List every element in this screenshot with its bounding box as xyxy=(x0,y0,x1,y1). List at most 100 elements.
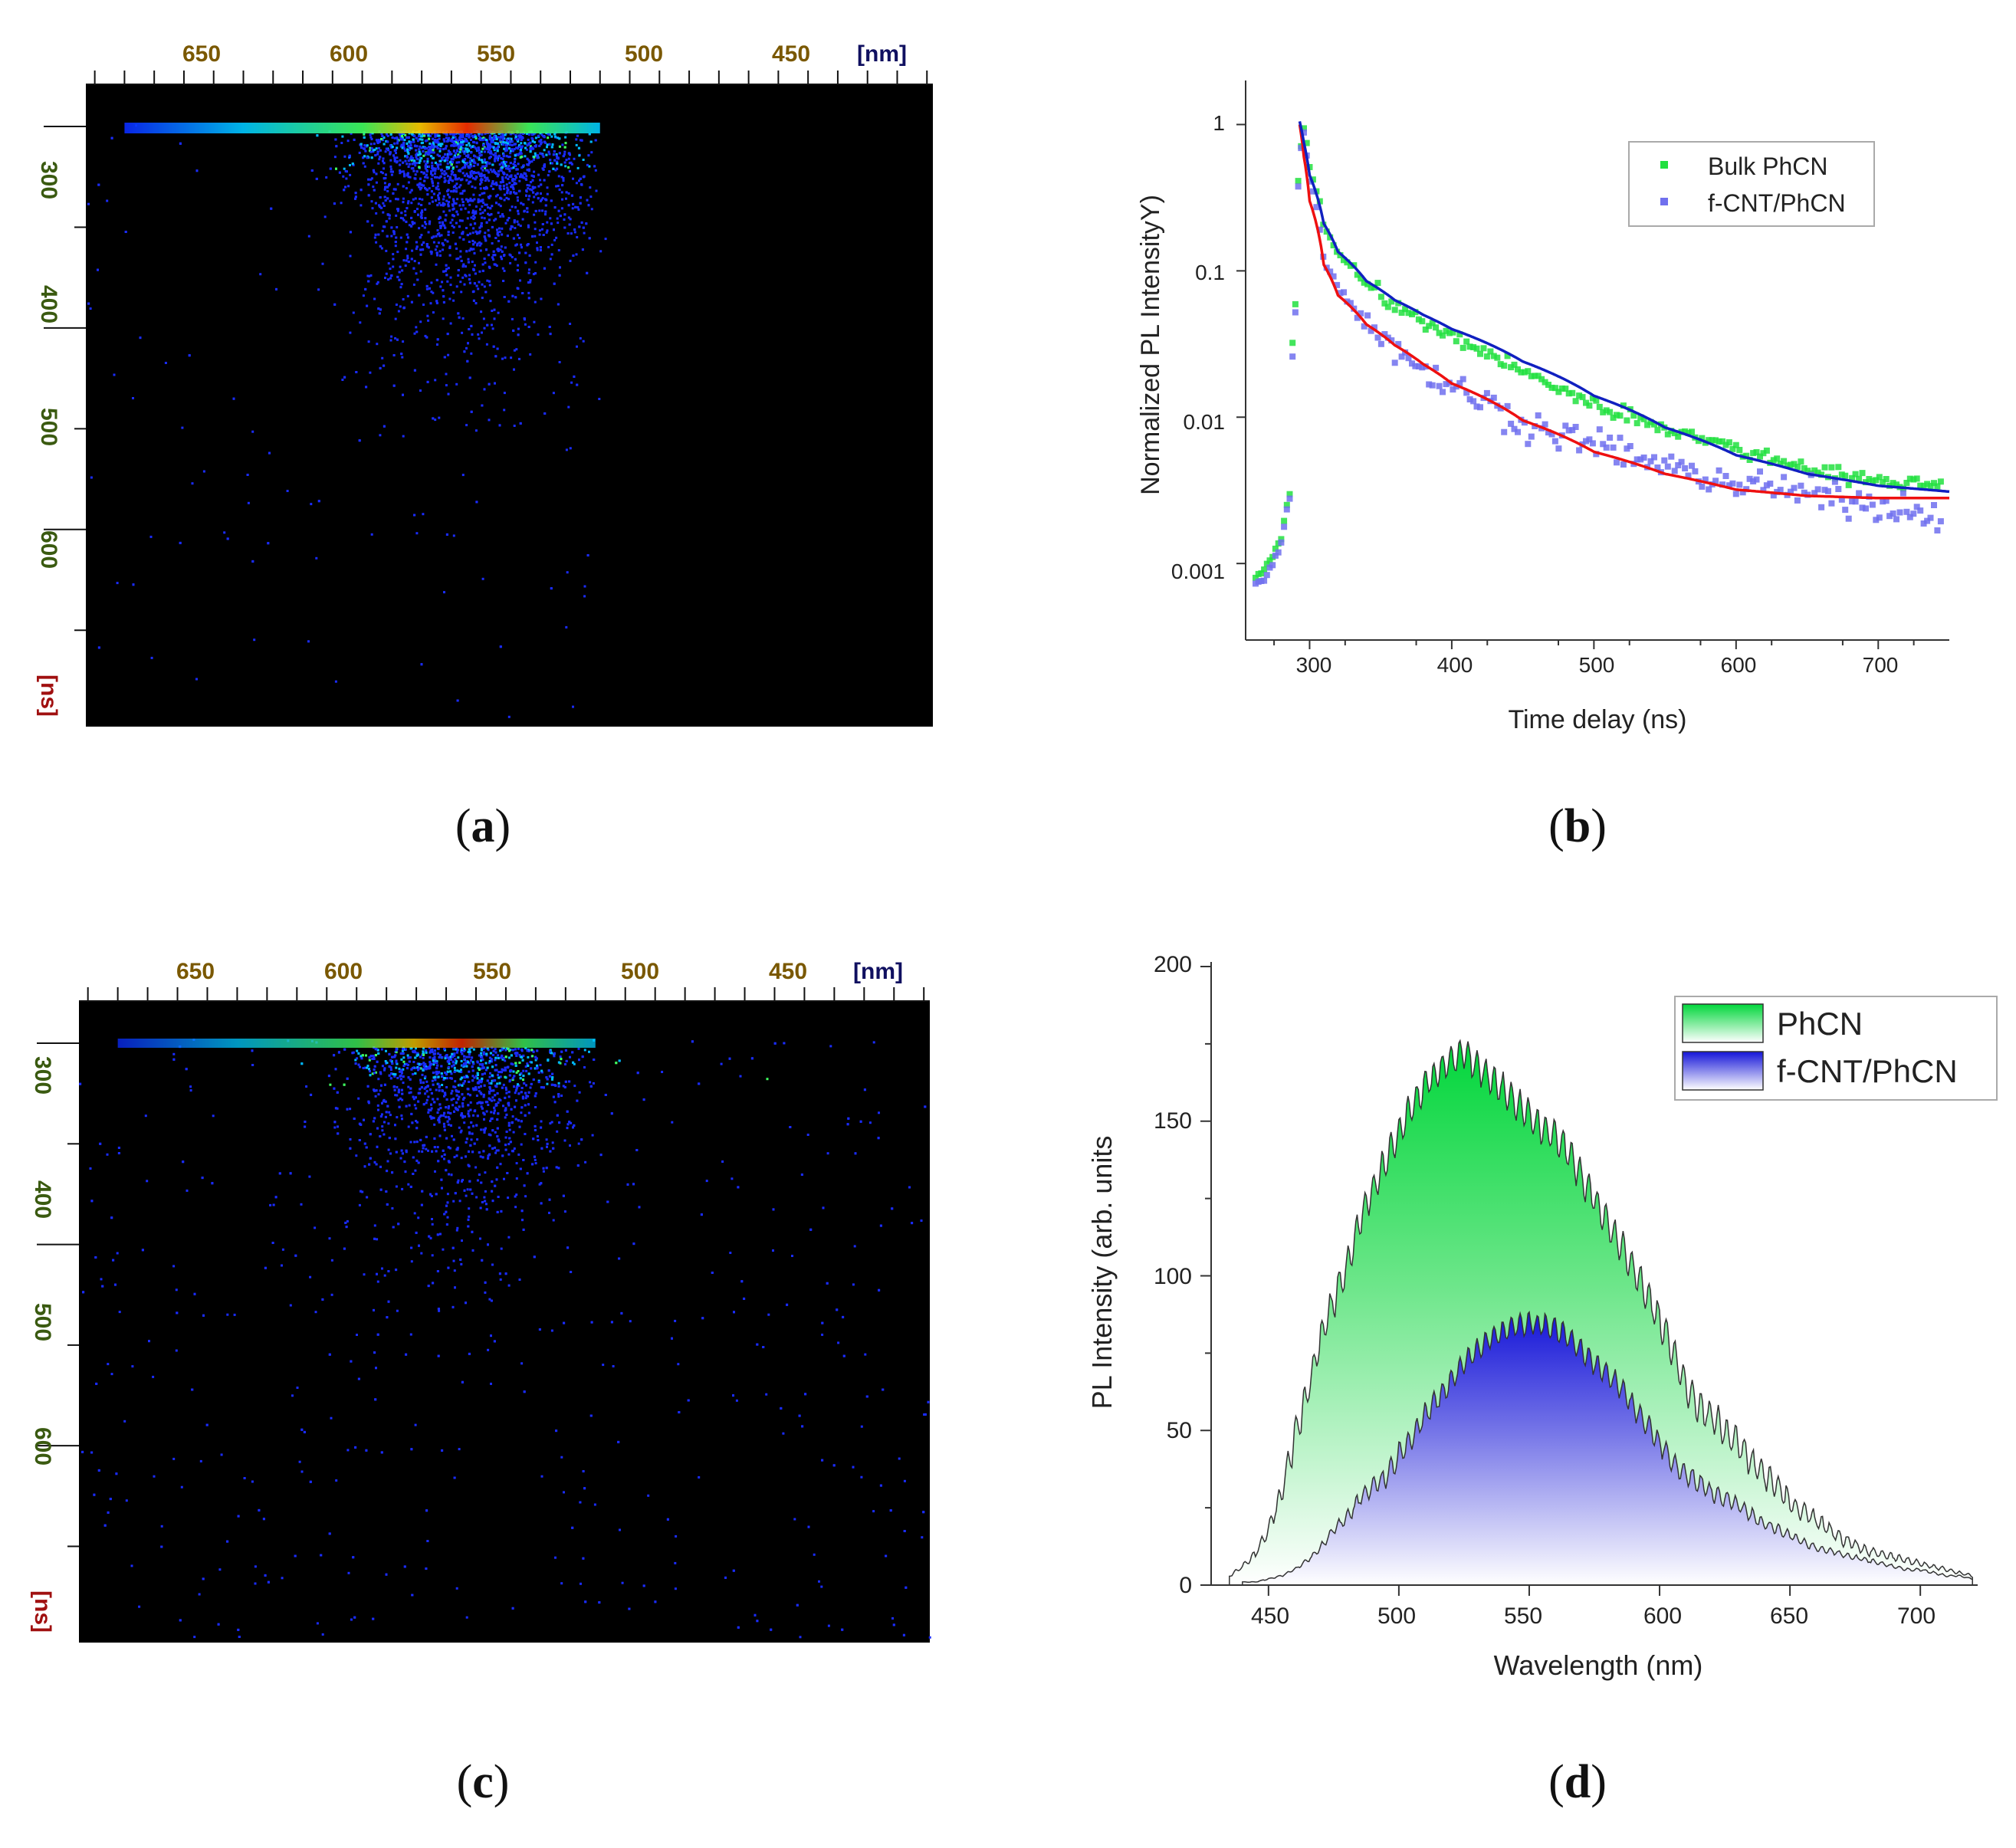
photon-count-dot xyxy=(422,248,425,251)
photon-count-dot xyxy=(400,1072,403,1075)
photon-count-dot xyxy=(223,531,226,534)
photon-count-dot xyxy=(396,146,399,149)
photon-count-dot xyxy=(406,1054,409,1057)
photon-count-dot xyxy=(422,241,425,244)
photon-count-dot xyxy=(459,134,462,136)
photon-count-dot xyxy=(464,164,467,167)
photon-count-dot xyxy=(524,177,527,180)
photon-count-dot xyxy=(563,153,566,156)
photon-count-dot xyxy=(497,311,500,314)
photon-count-dot xyxy=(369,133,372,136)
photon-count-dot xyxy=(454,174,457,177)
streak-image-background xyxy=(79,1001,930,1643)
photon-count-dot xyxy=(468,133,471,136)
photon-count-dot xyxy=(484,1291,487,1294)
photon-count-dot xyxy=(483,327,486,330)
photon-count-dot xyxy=(527,281,530,284)
photon-count-dot xyxy=(369,143,373,146)
photon-count-dot xyxy=(376,153,379,156)
photon-count-dot xyxy=(471,231,474,235)
photon-count-dot xyxy=(430,1107,433,1110)
photon-count-dot xyxy=(373,236,376,239)
photon-count-dot xyxy=(557,1082,560,1085)
photon-count-dot xyxy=(504,1068,507,1072)
photon-count-dot xyxy=(476,1138,479,1141)
photon-count-dot xyxy=(561,198,563,201)
photon-count-dot xyxy=(456,213,459,216)
photon-count-dot xyxy=(411,162,414,166)
photon-count-dot xyxy=(424,147,427,150)
photon-count-dot xyxy=(438,198,441,201)
photon-count-dot xyxy=(563,226,566,229)
photon-count-dot xyxy=(413,514,416,517)
photon-count-dot xyxy=(415,245,419,248)
photon-count-dot xyxy=(481,577,484,580)
photon-count-dot xyxy=(336,1107,339,1110)
photon-count-dot xyxy=(405,233,409,236)
photon-count-dot xyxy=(378,312,381,315)
photon-count-dot xyxy=(446,1077,448,1080)
photon-count-dot xyxy=(528,184,531,187)
photon-count-dot xyxy=(425,1567,428,1570)
photon-count-dot xyxy=(492,153,495,156)
photon-count-dot xyxy=(507,141,511,144)
photon-count-dot xyxy=(491,170,494,173)
photon-count-dot xyxy=(455,161,458,164)
photon-count-dot xyxy=(442,1114,445,1117)
photon-count-dot xyxy=(328,1237,331,1240)
photon-count-dot xyxy=(452,299,455,302)
photon-count-dot xyxy=(478,132,481,135)
photon-count-dot xyxy=(475,232,478,235)
photon-count-dot xyxy=(473,282,476,285)
photon-count-dot xyxy=(469,1046,472,1049)
photon-count-dot xyxy=(502,1105,504,1108)
photon-count-dot xyxy=(501,178,504,181)
photon-count-dot xyxy=(393,149,396,152)
photon-count-dot xyxy=(413,1212,416,1215)
photon-count-dot xyxy=(545,231,548,234)
photon-count-dot xyxy=(466,175,469,178)
photon-count-dot xyxy=(533,156,536,159)
photon-count-dot xyxy=(198,1593,201,1596)
photon-count-dot xyxy=(434,169,437,172)
photon-count-dot xyxy=(434,140,437,143)
photon-count-dot xyxy=(472,193,475,196)
photon-count-dot xyxy=(499,1075,502,1078)
photon-count-dot xyxy=(443,224,446,227)
photon-count-dot xyxy=(404,149,407,153)
photon-count-dot xyxy=(415,248,418,251)
photon-count-dot xyxy=(404,264,407,268)
photon-count-dot xyxy=(201,1177,204,1180)
photon-count-dot xyxy=(444,270,447,273)
photon-count-dot xyxy=(432,291,435,294)
photon-count-dot xyxy=(116,582,119,585)
photon-count-dot xyxy=(385,249,388,252)
photon-count-dot xyxy=(436,229,439,231)
photon-count-dot xyxy=(107,1363,110,1366)
photon-count-dot xyxy=(474,162,477,165)
photon-count-dot xyxy=(390,235,393,238)
photon-count-dot xyxy=(435,302,438,304)
photon-count-dot xyxy=(860,1425,863,1428)
photon-count-dot xyxy=(449,1070,452,1073)
photon-count-dot xyxy=(518,189,521,192)
photon-count-dot xyxy=(435,187,438,190)
photon-count-dot xyxy=(412,283,415,286)
photon-count-dot xyxy=(386,1160,389,1163)
photon-count-dot xyxy=(397,208,400,211)
photon-count-dot xyxy=(442,270,445,273)
photon-count-dot xyxy=(383,167,385,170)
photon-count-dot xyxy=(471,1075,474,1078)
photon-count-dot xyxy=(415,1121,419,1124)
photon-count-dot xyxy=(550,135,553,138)
photon-count-dot xyxy=(419,1082,422,1084)
photon-count-dot xyxy=(455,1229,458,1232)
photon-count-dot xyxy=(395,214,398,217)
photon-count-dot xyxy=(510,185,513,189)
photon-count-dot xyxy=(421,225,424,228)
photon-count-dot xyxy=(407,176,410,179)
photon-count-dot xyxy=(330,1416,333,1420)
wavelength-axis-ticks xyxy=(86,71,933,85)
photon-count-dot xyxy=(527,326,530,328)
photon-count-dot xyxy=(382,202,385,205)
